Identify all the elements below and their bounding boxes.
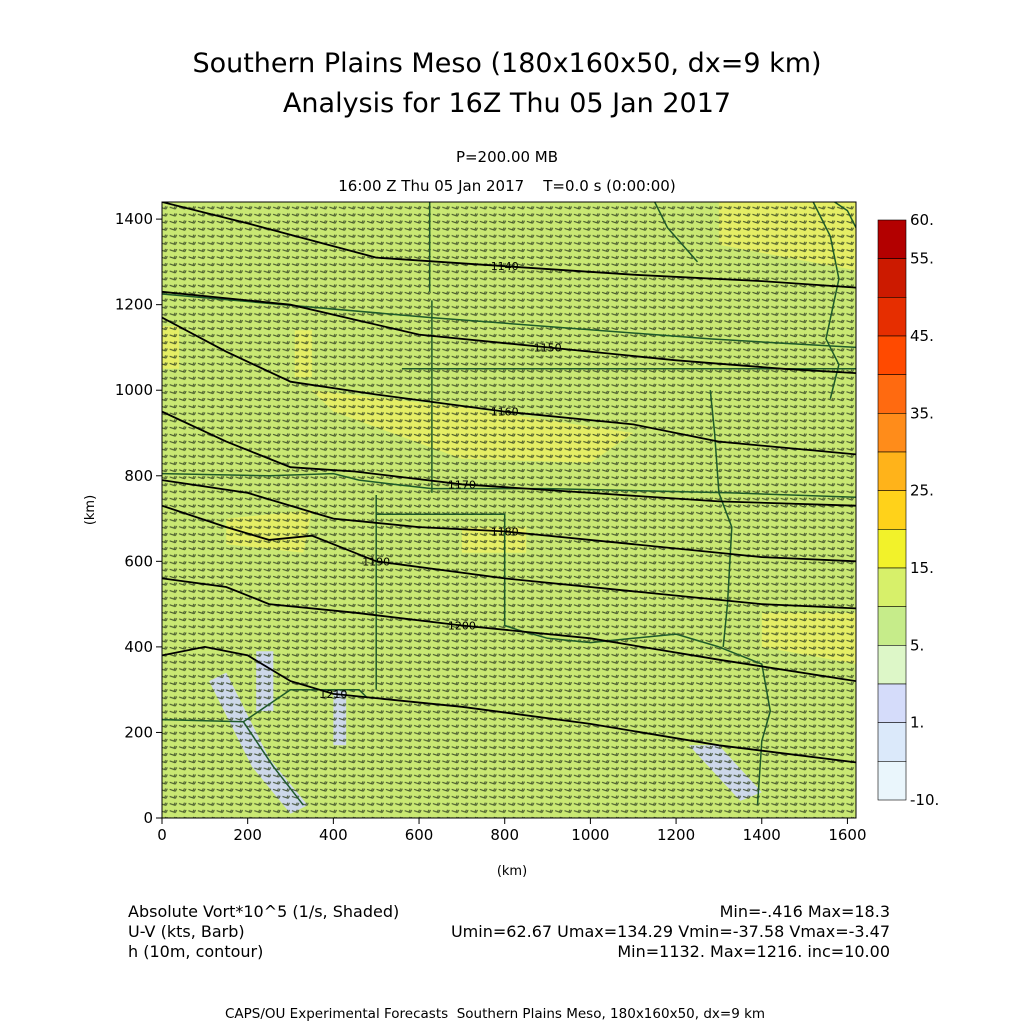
x-tick-0: 0	[157, 826, 167, 844]
chart-title-line1: Southern Plains Meso (180x160x50, dx=9 k…	[192, 48, 821, 79]
y-tick-200: 200	[124, 723, 153, 741]
contour-1150	[162, 290, 856, 374]
footer-credit: CAPS/OU Experimental Forecasts Southern …	[225, 1006, 765, 1022]
contour-label-1190: 1190	[362, 555, 390, 568]
colorbar-label-6: 5.	[910, 636, 924, 654]
colorbar-label-7: 1.	[910, 714, 924, 732]
contour-1170	[162, 410, 856, 507]
colorbar-label-8: -10.	[910, 791, 939, 809]
y-tick-1200: 1200	[115, 296, 153, 314]
chart-title-line2: Analysis for 16Z Thu 05 Jan 2017	[283, 88, 731, 119]
colorbar-swatch-8	[877, 528, 907, 569]
colorbar-swatch-0	[877, 219, 907, 260]
y-tick-600: 600	[124, 552, 153, 570]
colorbar-swatch-4	[877, 374, 907, 414]
contour-label-1160: 1160	[491, 406, 519, 419]
footer-stats-3: Min=1132. Max=1216. inc=10.00	[617, 942, 890, 961]
colorbar-swatch-14	[877, 760, 907, 801]
border-line-8	[718, 646, 772, 806]
contour-label-1180: 1180	[491, 525, 519, 538]
border-line-13	[834, 202, 856, 229]
contour-label-1150: 1150	[534, 341, 562, 354]
y-tick-400: 400	[124, 638, 153, 656]
colorbar: 60. 55. 45. 35. 25. 15. 5. 1. -10.	[877, 211, 939, 809]
colorbar-label-5: 15.	[910, 559, 934, 577]
border-line-12	[812, 202, 840, 399]
footer-field-2: U-V (kts, Barb)	[128, 922, 245, 941]
colorbar-swatch-10	[877, 606, 907, 646]
y-tick-800: 800	[124, 467, 153, 485]
y-axis: 0 200 400 600 800 1000 1200 1400	[115, 210, 162, 827]
x-tick-400: 400	[319, 826, 348, 844]
footer-field-3: h (10m, contour)	[128, 942, 263, 961]
border-line-11	[654, 202, 699, 263]
footer-stats-2: Umin=62.67 Umax=134.29 Vmin=-37.58 Vmax=…	[451, 922, 890, 941]
colorbar-swatch-12	[877, 683, 907, 724]
border-line-7	[709, 390, 733, 647]
x-tick-600: 600	[405, 826, 434, 844]
colorbar-swatch-2	[877, 296, 907, 337]
colorbar-swatch-7	[877, 490, 907, 530]
colorbar-swatch-6	[877, 451, 907, 492]
plot-frame	[161, 201, 857, 819]
wind-barbs	[162, 202, 856, 818]
border-line-2	[162, 472, 856, 498]
contour-label-1210: 1210	[319, 688, 347, 701]
colorbar-swatch-3	[877, 335, 907, 376]
colorbar-label-1: 55.	[910, 250, 934, 268]
contour-1210	[162, 645, 856, 764]
x-tick-1600: 1600	[828, 826, 866, 844]
x-tick-1400: 1400	[743, 826, 781, 844]
x-tick-800: 800	[490, 826, 519, 844]
colorbar-label-3: 35.	[910, 404, 934, 422]
x-axis: 0 200 400 600 800 1000 1200 1400 1600	[157, 818, 867, 844]
colorbar-swatch-9	[877, 567, 907, 608]
contour-1180	[162, 479, 856, 563]
colorbar-swatch-1	[877, 258, 907, 298]
border-line-10	[242, 721, 304, 806]
time-line: 16:00 Z Thu 05 Jan 2017 T=0.0 s (0:00:00…	[338, 177, 675, 195]
border-line-0	[162, 293, 856, 349]
y-tick-1000: 1000	[115, 381, 153, 399]
border-line-6	[376, 513, 720, 648]
x-tick-1200: 1200	[657, 826, 695, 844]
y-axis-label: (km)	[83, 495, 98, 525]
colorbar-swatch-13	[877, 722, 907, 762]
contour-1190	[162, 504, 856, 610]
x-tick-200: 200	[233, 826, 262, 844]
state-borders	[162, 202, 856, 806]
colorbar-label-4: 25.	[910, 482, 934, 500]
border-line-9	[162, 688, 369, 723]
x-tick-1000: 1000	[571, 826, 609, 844]
y-tick-0: 0	[143, 809, 153, 827]
contour-1160	[162, 316, 856, 456]
height-contours: 1140 1150 1160 1170 1180 1190 1200 1210	[162, 202, 856, 764]
contour-label-1140: 1140	[491, 260, 519, 273]
colorbar-swatch-11	[877, 644, 907, 685]
contour-label-1200: 1200	[448, 620, 476, 633]
colorbar-swatch-5	[877, 412, 907, 453]
colorbar-label-0: 60.	[910, 211, 934, 229]
contour-1200	[162, 577, 856, 682]
contour-1140	[162, 202, 856, 289]
footer-stats-1: Min=-.416 Max=18.3	[720, 902, 890, 921]
plot-area: 1140 1150 1160 1170 1180 1190 1200 1210	[162, 202, 856, 818]
x-axis-label: (km)	[497, 864, 527, 879]
y-tick-1400: 1400	[115, 210, 153, 228]
footer-field-1: Absolute Vort*10^5 (1/s, Shaded)	[128, 902, 399, 921]
contour-label-1170: 1170	[448, 478, 476, 491]
colorbar-label-2: 45.	[910, 327, 934, 345]
pressure-level: P=200.00 MB	[456, 148, 558, 166]
